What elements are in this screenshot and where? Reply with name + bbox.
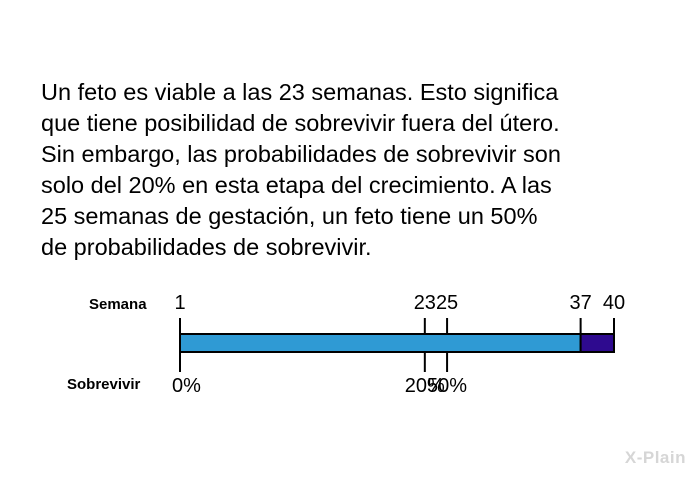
timeline-segment [579, 333, 615, 353]
text-line: 25 semanas de gestación, un feto tiene u… [41, 203, 538, 229]
text-line: de probabilidades de sobrevivir. [41, 234, 372, 260]
text-line: Sin embargo, las probabilidades de sobre… [41, 141, 561, 167]
timeline-segment [179, 333, 582, 353]
logo-text: X-Plain [624, 448, 686, 467]
survival-row-label: Sobrevivir [67, 376, 141, 393]
text-line: solo del 20% en esta etapa del crecimien… [41, 172, 552, 198]
text-line: Un feto es viable a las 23 semanas. Esto… [41, 79, 559, 105]
info-paragraph: Un feto es viable a las 23 semanas. Esto… [41, 77, 681, 263]
text-line: que tiene posibilidad de sobrevivir fuer… [41, 110, 560, 136]
week-row-label: Semana [89, 296, 147, 313]
survival-tick-label: 50% [427, 375, 467, 397]
week-tick-label: 1 [174, 292, 185, 314]
week-tick-label: 37 [569, 292, 591, 314]
week-tick-label: 25 [436, 292, 458, 314]
x-plain-logo: X-Plain [625, 448, 686, 468]
survival-tick-label: 20% [405, 375, 445, 397]
survival-tick-label: 0% [172, 375, 201, 397]
week-tick-label: 40 [603, 292, 625, 314]
week-tick-label: 23 [414, 292, 436, 314]
